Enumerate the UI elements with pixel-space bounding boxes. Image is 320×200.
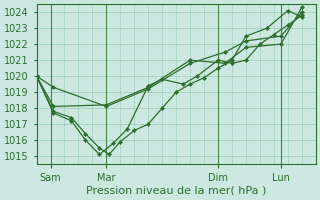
X-axis label: Pression niveau de la mer( hPa ): Pression niveau de la mer( hPa ) xyxy=(86,186,266,196)
